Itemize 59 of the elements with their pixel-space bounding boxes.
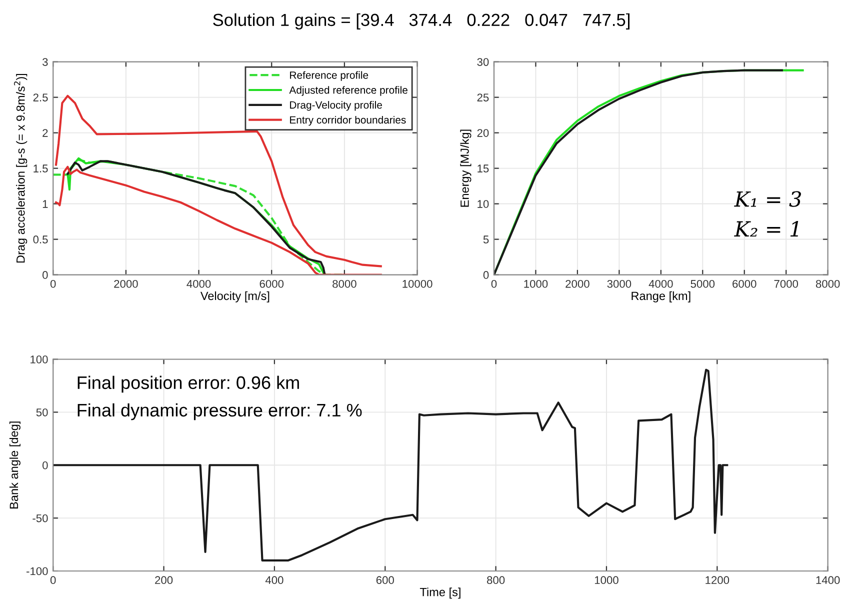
x-tick-label: 6000 [260, 280, 284, 288]
y-tick-label: 15 [478, 164, 489, 172]
y-axis-title: Energy [MJ/kg] [460, 130, 472, 207]
x-tick-label: 5000 [690, 280, 715, 288]
x-axis-title: Range [km] [632, 291, 690, 302]
x-tick-label: 4000 [648, 280, 673, 288]
x-tick-label: 4000 [186, 280, 211, 288]
y-tick-label: 0 [483, 271, 489, 279]
annotation: K₂ = 1 [734, 220, 798, 237]
annotation: K₁ = 3 [734, 191, 801, 207]
line-series [54, 166, 382, 275]
legend-label: Drag-Velocity profile [290, 101, 382, 111]
y-tick-label: 0 [42, 461, 48, 470]
legend-label: Adjusted reference profile [289, 86, 408, 96]
line-series [53, 368, 728, 562]
y-tick-label: -50 [32, 514, 48, 522]
x-tick-label: 1000 [524, 280, 548, 288]
y-tick-label: 1.5 [34, 164, 48, 172]
x-axis-title: Velocity [m/s] [200, 291, 270, 302]
y-tick-label: 5 [483, 236, 489, 244]
y-tick-label: 0 [42, 271, 48, 279]
legend-label: Entry corridor boundaries [290, 116, 406, 126]
y-tick-label: 2 [42, 129, 48, 137]
x-tick-label: 6000 [732, 280, 756, 288]
x-tick-label: 800 [487, 576, 505, 584]
chart-title: Solution 1 gains = [39.4 374.4 0.222 0.047 747.5] [213, 13, 630, 30]
y-tick-label: 30 [477, 58, 489, 66]
x-tick-label: 1000 [594, 576, 618, 584]
annotation: Final dynamic pressure error: 7.1 % [78, 403, 362, 420]
annotation: Final position error: 0.96 km [78, 376, 299, 393]
y-tick-label: 0.5 [33, 236, 48, 244]
y-tick-label: 100 [30, 356, 48, 364]
y-tick-label: 20 [477, 129, 489, 137]
x-tick-label: 3000 [607, 280, 632, 288]
x-tick-label: 8000 [816, 280, 840, 288]
x-tick-label: 0 [491, 280, 497, 288]
x-tick-label: 400 [265, 576, 284, 584]
y-tick-label: 3 [42, 58, 48, 66]
x-tick-label: 0 [50, 280, 56, 288]
y-tick-label: 50 [36, 408, 48, 416]
x-tick-label: 1400 [816, 576, 840, 584]
y-tick-label: 25 [477, 94, 489, 102]
y-tick-label: -100 [26, 567, 48, 576]
legend-label: Reference profile [290, 71, 368, 81]
y-axis-title: Bank angle [deg] [9, 422, 20, 508]
x-tick-label: 2000 [566, 280, 590, 288]
x-tick-label: 2000 [114, 280, 138, 288]
y-tick-label: 1 [42, 200, 48, 208]
x-tick-label: 200 [155, 576, 173, 584]
x-tick-label: 7000 [774, 280, 798, 288]
y-axis-title: Drag acceleration [g-s (= x 9.8m/s$^{2}$)] [14, 74, 28, 263]
x-tick-label: 10000 [402, 280, 432, 288]
x-tick-label: 0 [50, 576, 56, 584]
x-tick-label: 600 [376, 576, 394, 584]
x-tick-label: 8000 [332, 280, 356, 288]
y-tick-label: 10 [478, 200, 489, 208]
y-tick-label: 2.5 [33, 94, 48, 102]
x-axis-title: Time [s] [420, 588, 460, 599]
x-tick-label: 1200 [706, 576, 730, 584]
